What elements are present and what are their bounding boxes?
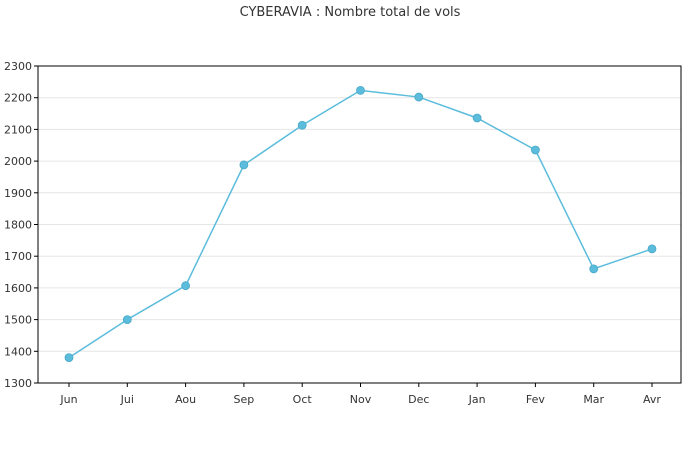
y-tick-label: 1400 bbox=[4, 345, 32, 358]
y-tick-label: 1700 bbox=[4, 250, 32, 263]
grid-lines bbox=[38, 97, 681, 352]
series-markers bbox=[64, 86, 657, 363]
y-tick-label: 1500 bbox=[4, 314, 32, 327]
y-tick-label: 1900 bbox=[4, 187, 32, 200]
data-point bbox=[122, 315, 132, 325]
x-tick-label: Aou bbox=[175, 393, 196, 406]
x-tick-label: Oct bbox=[293, 393, 313, 406]
x-tick-label: Mar bbox=[583, 393, 604, 406]
y-axis-ticks: 1300 1400 1500 1600 1700 1800 1900 2000 2100 2200… bbox=[4, 60, 38, 390]
chart-title: CYBERAVIA : Nombre total de vols bbox=[239, 5, 461, 20]
y-tick-label: 2300 bbox=[4, 60, 32, 73]
data-point bbox=[531, 145, 540, 155]
x-axis-ticks: Jun Jui Aou Sep Oct Nov Dec Jan Fev Mar Avr bbox=[59, 383, 661, 406]
x-tick-label: Sep bbox=[234, 393, 255, 406]
x-tick-label: Avr bbox=[643, 393, 661, 406]
y-tick-label: 1600 bbox=[4, 282, 32, 295]
data-point bbox=[356, 86, 365, 95]
x-tick-label: Jun bbox=[59, 393, 77, 406]
y-tick-label: 2100 bbox=[4, 123, 32, 136]
y-tick-label: 2000 bbox=[4, 155, 32, 168]
x-tick-label: Jan bbox=[468, 393, 486, 406]
data-point bbox=[239, 160, 249, 170]
x-tick-label: Dec bbox=[408, 393, 429, 406]
data-point bbox=[297, 120, 307, 130]
data-point bbox=[181, 281, 191, 291]
x-tick-label: Fev bbox=[526, 393, 545, 406]
y-tick-label: 1800 bbox=[4, 219, 32, 232]
y-tick-label: 1300 bbox=[4, 377, 32, 390]
x-tick-label: Nov bbox=[350, 393, 372, 406]
data-point bbox=[589, 264, 599, 274]
y-tick-label: 2200 bbox=[4, 92, 32, 105]
data-point bbox=[64, 353, 74, 363]
data-point bbox=[647, 244, 657, 254]
data-point bbox=[472, 113, 482, 123]
x-tick-label: Jui bbox=[120, 393, 134, 406]
data-point bbox=[414, 92, 424, 102]
